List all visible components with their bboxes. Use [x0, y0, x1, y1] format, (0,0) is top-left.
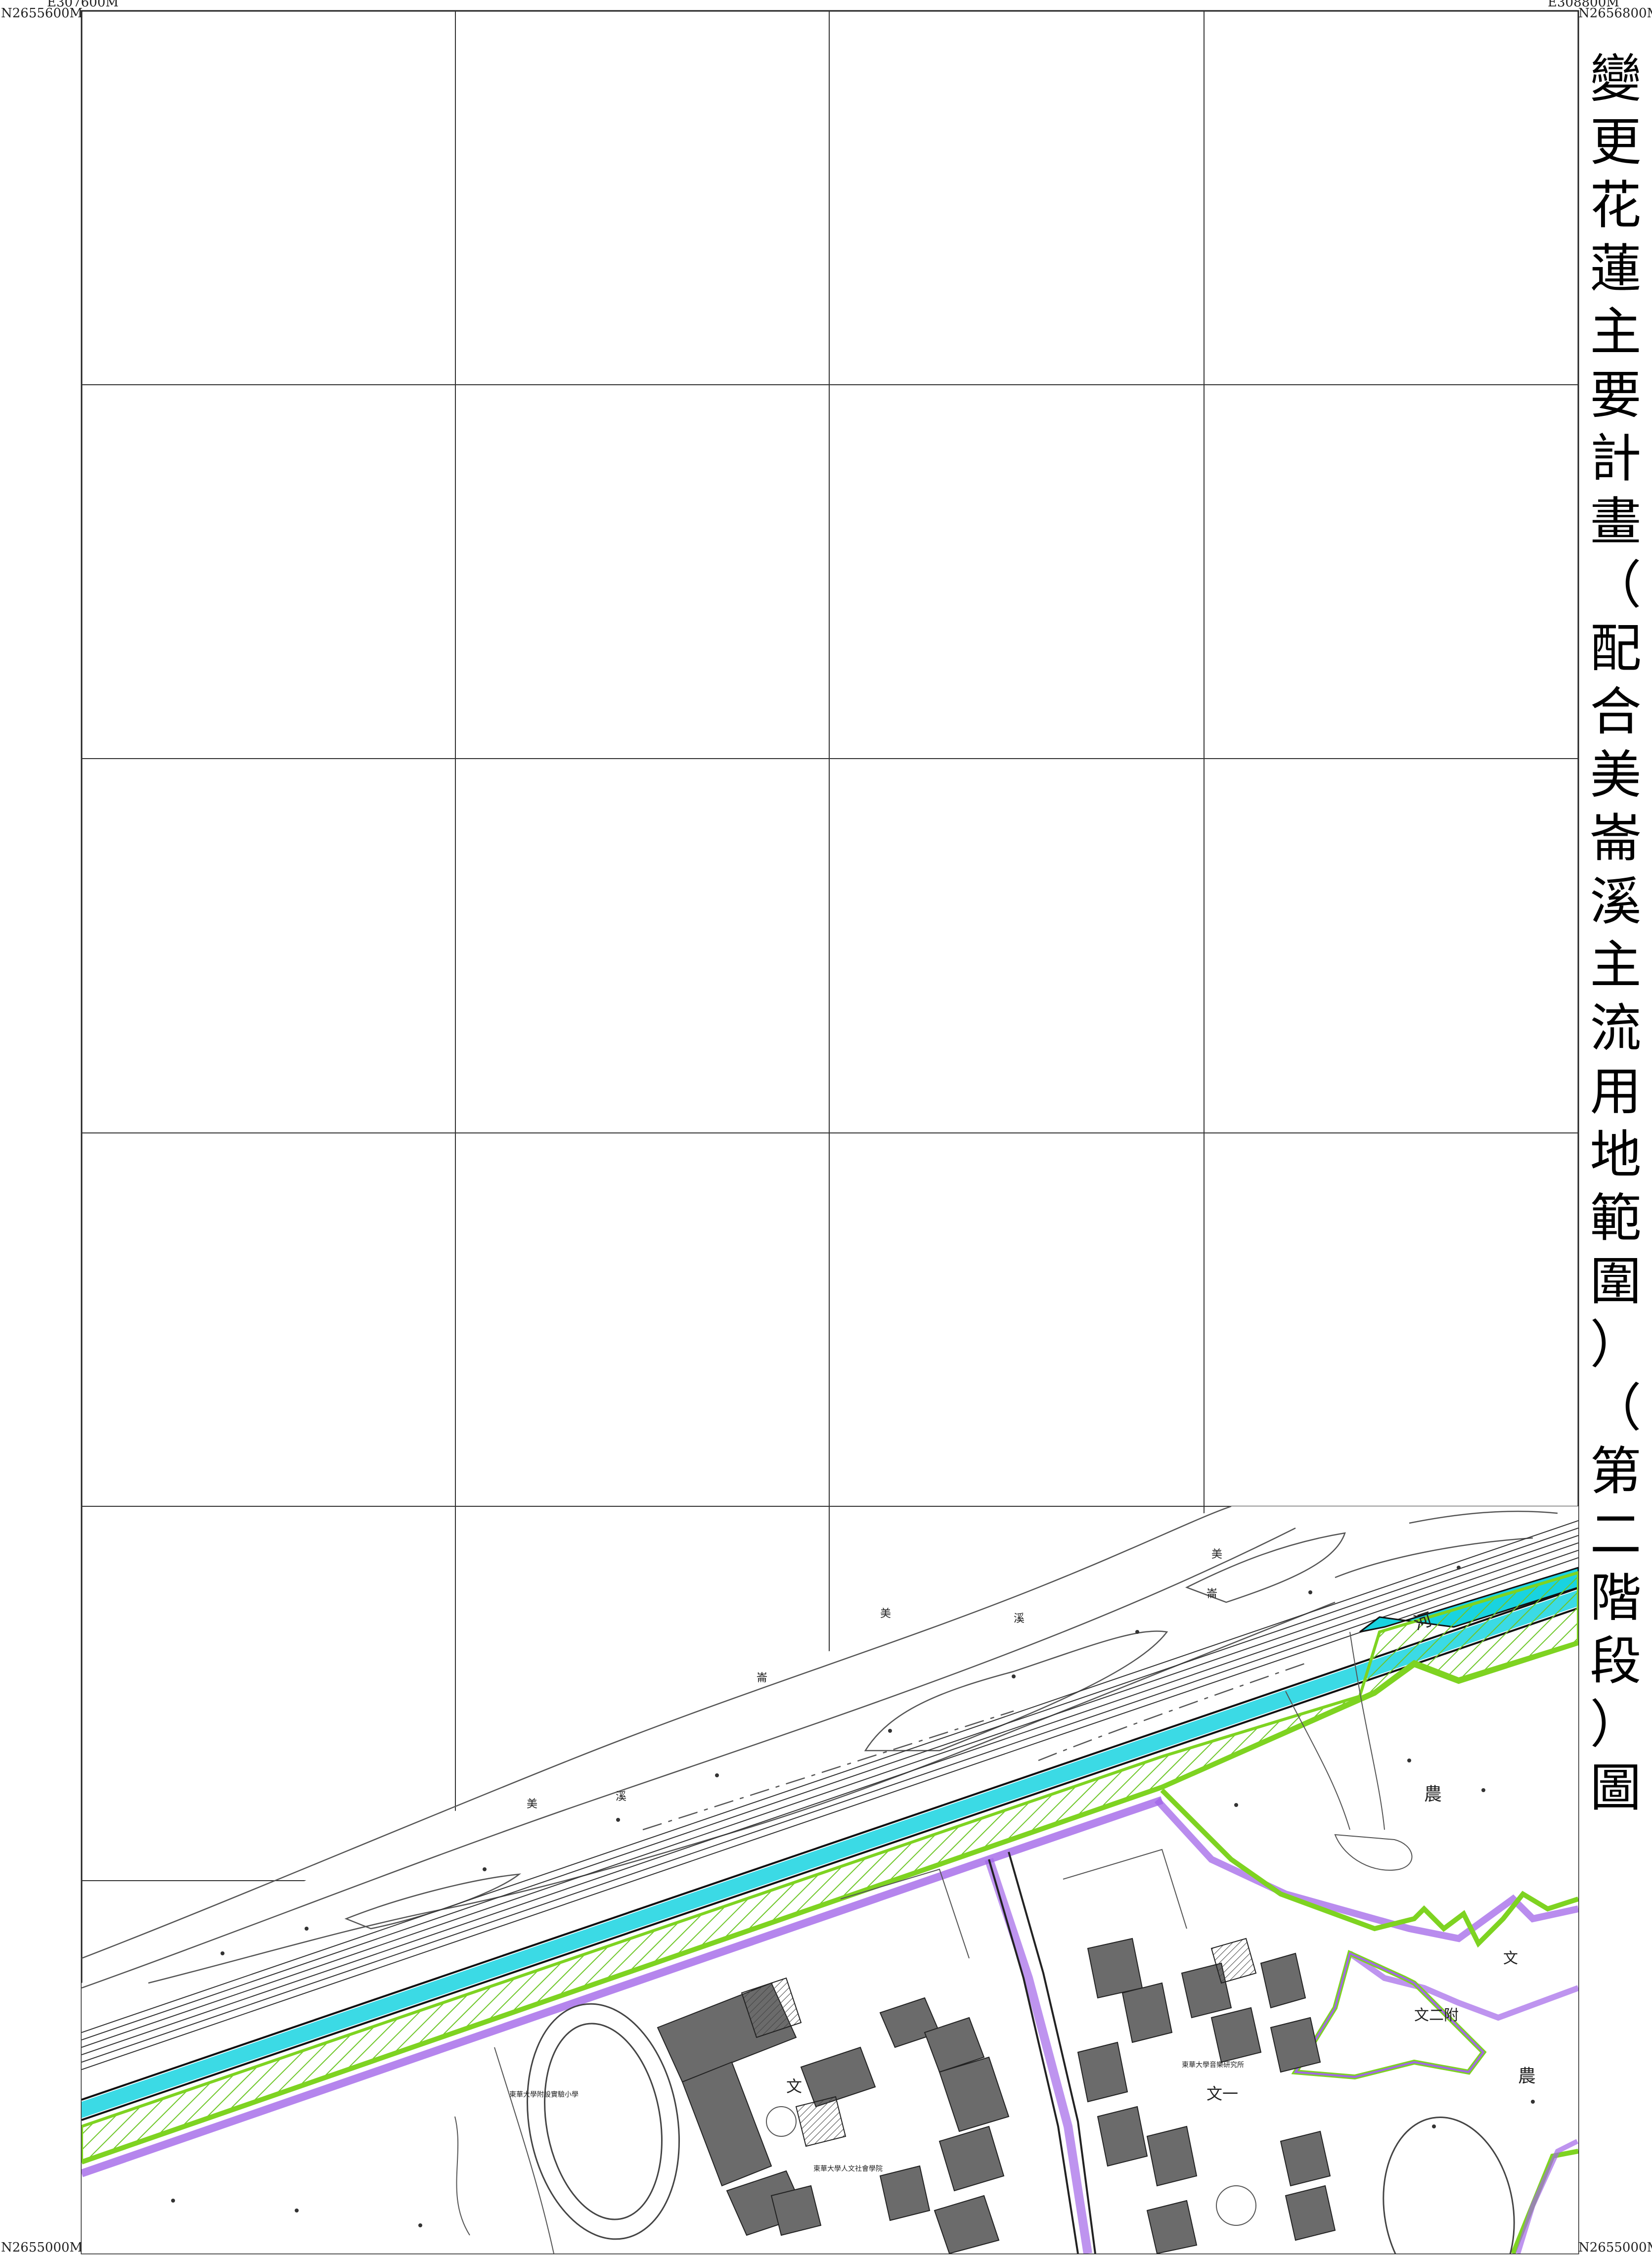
title-char: 地: [1590, 1125, 1642, 1185]
title-char: 溪: [1590, 871, 1642, 932]
school-label-3: 東華大學音樂研究所: [1182, 2061, 1244, 2069]
title-char: 計: [1590, 428, 1642, 489]
riverbed-contours: [82, 1505, 1558, 1989]
river-label-4: 美: [880, 1608, 891, 1620]
title-char: 圖: [1590, 1758, 1642, 1818]
northing-label-top-left: N2655600M: [1, 6, 83, 21]
levee-lines: [82, 1520, 1578, 2070]
title-char: 美: [1590, 745, 1642, 805]
zone-label-farm-1: 農: [1424, 1784, 1442, 1805]
title-char: 要: [1590, 365, 1642, 425]
title-char: 流: [1590, 998, 1642, 1058]
river-label-7: 美: [1211, 1548, 1222, 1561]
roads: [988, 1851, 1096, 2254]
school-label-2: 東華大學人文社會學院: [813, 2165, 883, 2173]
campus-paths: [454, 1631, 1413, 2254]
title-char: 變: [1590, 48, 1642, 109]
river-boundary-dark-2: [82, 1607, 1578, 2121]
river-label-6: 崙: [1206, 1588, 1217, 1600]
title-char: 合: [1590, 681, 1642, 742]
hatched-buildings: [741, 1938, 1257, 2147]
map-title: 變更花蓮主要計畫（配合美崙溪主流用地範圍）（第二階段）圖: [1585, 47, 1647, 1819]
title-char: 更: [1590, 112, 1642, 172]
easting-label-left: E307600M: [47, 0, 119, 10]
northing-label-bottom-right: N2655000M: [1578, 2240, 1652, 2255]
title-char: （: [1590, 1378, 1642, 1438]
river-label-3: 崙: [757, 1672, 767, 1684]
title-char: 階: [1590, 1568, 1642, 1628]
zone-label-edu-1: 文: [786, 2077, 802, 2096]
zone-label-edu-4: 文: [1503, 1950, 1518, 1967]
title-char: ）: [1590, 1694, 1642, 1755]
title-char: 崙: [1590, 808, 1642, 868]
title-char: （: [1590, 555, 1642, 615]
title-char: ）: [1590, 1314, 1642, 1375]
title-char: 圍: [1590, 1251, 1642, 1311]
running-track: [527, 2003, 1515, 2254]
buildings: [657, 1938, 1336, 2254]
map-labels: 美 溪 崙 美 溪 崙 美 河 農 農 文 文一 文二附 文 東華大學附設實驗小…: [509, 1548, 1536, 2173]
river-boundary-dark: [82, 1587, 1578, 2101]
river-label-1: 美: [527, 1798, 537, 1810]
river-label-2: 溪: [616, 1791, 626, 1803]
northing-label-top-right: N2656800M: [1578, 6, 1652, 21]
purple-boundary-east: [1154, 1798, 1578, 1942]
campus-east-boundary-purple: [1516, 2139, 1578, 2254]
farmland-boundary: [1160, 1788, 1578, 1948]
spot-markers: [171, 1566, 1535, 2227]
title-char: 主: [1590, 302, 1642, 362]
title-char: 蓮: [1590, 238, 1642, 299]
zone-label-farm-2: 農: [1518, 2066, 1536, 2086]
river-label-5: 溪: [1014, 1613, 1025, 1625]
northing-label-bottom-left: N2655000M: [1, 2240, 83, 2255]
easting-label-right: E308800M: [1548, 0, 1619, 10]
title-char: 第: [1590, 1441, 1642, 1501]
farmland-boundary-inner: [1348, 1951, 1578, 2021]
title-char: 配: [1590, 618, 1642, 678]
title-char: 主: [1590, 935, 1642, 995]
title-char: 畫: [1590, 492, 1642, 552]
zone-label-edu-3: 文二附: [1414, 2007, 1459, 2024]
title-char: 範: [1590, 1188, 1642, 1248]
school-label-1: 東華大學附設實驗小學: [509, 2090, 579, 2099]
river-channel: [82, 1590, 1578, 2118]
title-char: 二: [1590, 1504, 1642, 1565]
zone-label-edu-2: 文一: [1206, 2084, 1238, 2103]
purple-boundary-road: [984, 1858, 1092, 2254]
title-char: 花: [1590, 175, 1642, 235]
title-char: 用: [1590, 1061, 1642, 1122]
title-char: 段: [1590, 1631, 1642, 1691]
green-zone-boundary: [82, 1640, 1578, 2165]
